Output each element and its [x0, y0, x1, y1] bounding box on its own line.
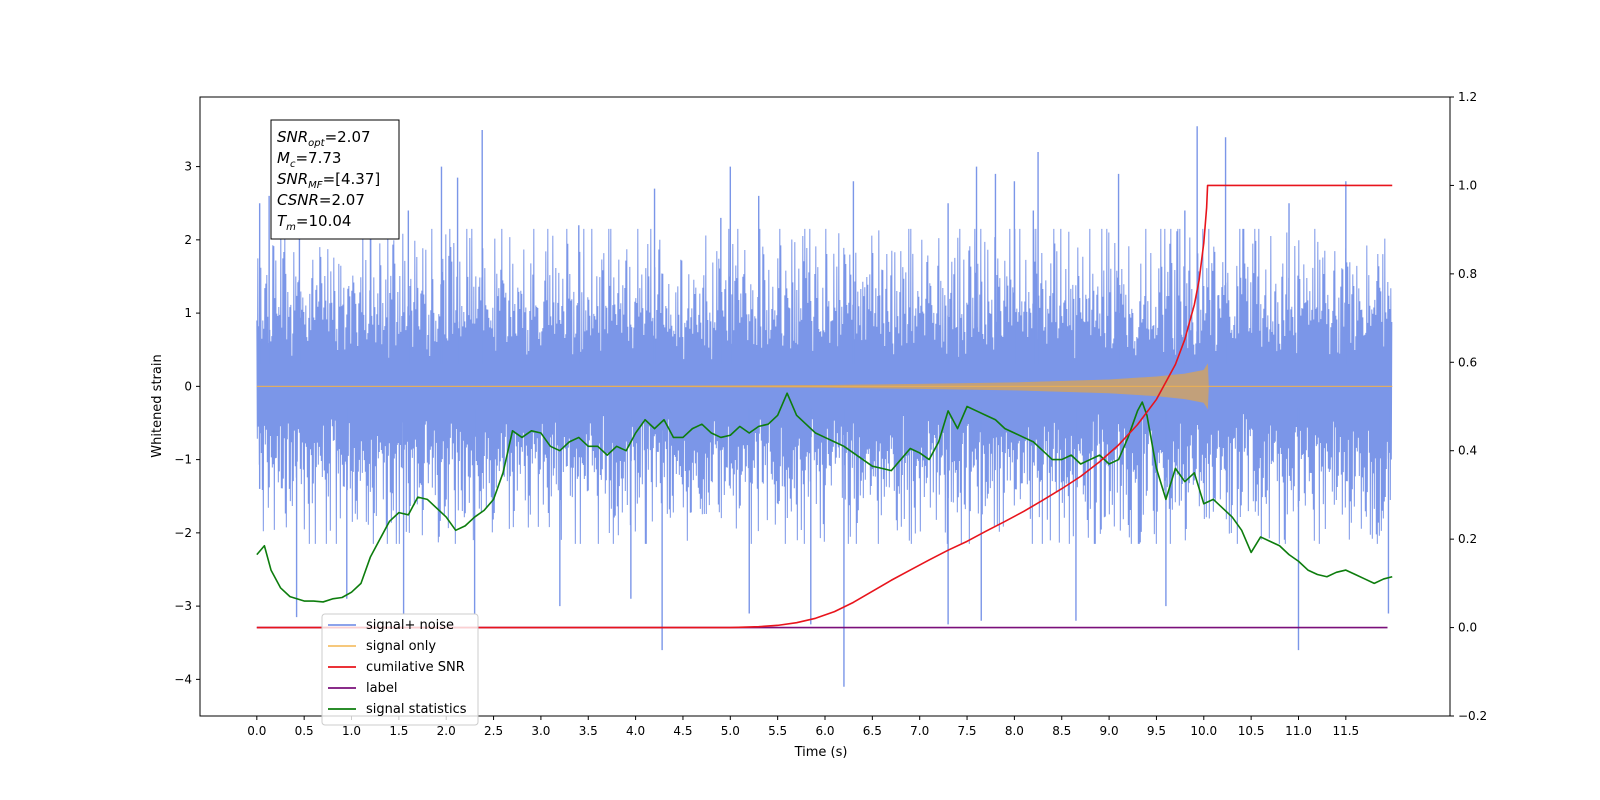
y2-tick-label: −0.2 — [1458, 709, 1487, 723]
x-tick-label: 7.0 — [910, 724, 929, 738]
y-tick-label: −4 — [174, 672, 192, 686]
x-tick-label: 1.5 — [389, 724, 408, 738]
y-tick-label: 0 — [184, 379, 192, 393]
y2-tick-label: 1.0 — [1458, 178, 1477, 192]
left-y-axis: −4 −3 −2 −1 0 1 2 3 — [174, 160, 200, 686]
x-tick-label: 5.0 — [721, 724, 740, 738]
series-line-signal-statistics — [256, 392, 1393, 603]
series-spikes-signal-noise — [258, 126, 1390, 687]
annotation-line: SNRopt=2.07 — [277, 128, 371, 149]
y-tick-label: −1 — [174, 453, 192, 467]
x-tick-label: 3.0 — [531, 724, 550, 738]
annotation-line: Tm=10.04 — [277, 212, 351, 233]
y-tick-label: −3 — [174, 599, 192, 613]
series-line-cumulative-snr — [256, 184, 1393, 629]
x-tick-label: 4.0 — [626, 724, 645, 738]
x-tick-label: 8.5 — [1052, 724, 1071, 738]
x-tick-label: 7.5 — [957, 724, 976, 738]
legend-label: signal+ noise — [366, 618, 454, 633]
legend-item: cumilative SNR — [328, 660, 465, 675]
annotation-line: Mc=7.73 — [277, 149, 341, 170]
x-tick-label: 4.5 — [673, 724, 692, 738]
legend: signal+ noise signal only cumilative SNR la… — [321, 613, 479, 726]
x-tick-label: 6.5 — [863, 724, 882, 738]
legend-item: label — [328, 681, 397, 696]
x-axis-label: Time (s) — [794, 745, 848, 760]
legend-label: signal only — [366, 639, 436, 654]
y-tick-label: −2 — [174, 526, 192, 540]
right-y-axis: −0.2 0.0 0.2 0.4 0.6 0.8 1.0 1.2 — [1450, 90, 1487, 723]
legend-item: signal only — [328, 639, 436, 654]
y2-tick-label: 0.4 — [1458, 444, 1477, 458]
x-tick-label: 1.0 — [342, 724, 361, 738]
x-axis: 0.0 0.5 1.0 1.5 2.0 2.5 3.0 3.5 4.0 4.5 5.0 5.5 6.0 6… — [247, 716, 1359, 738]
x-tick-label: 10.5 — [1238, 724, 1265, 738]
legend-label: label — [366, 681, 397, 696]
annotation-line: CSNR=2.07 — [277, 191, 365, 209]
y2-tick-label: 0.0 — [1458, 621, 1477, 635]
x-tick-label: 0.0 — [247, 724, 266, 738]
y-axis-label: Whitened strain — [150, 354, 165, 457]
x-tick-label: 11.0 — [1285, 724, 1312, 738]
legend-label: signal statistics — [366, 702, 467, 717]
x-tick-label: 5.5 — [768, 724, 787, 738]
legend-frame — [321, 613, 479, 726]
plot-area — [256, 126, 1393, 687]
y-tick-label: 2 — [184, 233, 192, 247]
series-line-signal-noise — [256, 228, 1393, 544]
x-tick-label: 0.5 — [295, 724, 314, 738]
y-tick-label: 1 — [184, 306, 192, 320]
x-tick-label: 9.5 — [1147, 724, 1166, 738]
x-tick-label: 3.5 — [579, 724, 598, 738]
x-tick-label: 10.0 — [1190, 724, 1217, 738]
x-tick-label: 2.0 — [437, 724, 456, 738]
x-tick-label: 6.0 — [815, 724, 834, 738]
y2-tick-label: 1.2 — [1458, 90, 1477, 104]
y-tick-label: 3 — [184, 160, 192, 174]
x-tick-label: 8.0 — [1005, 724, 1024, 738]
legend-label: cumilative SNR — [366, 660, 465, 675]
x-tick-label: 2.5 — [484, 724, 503, 738]
legend-item: signal+ noise — [328, 618, 454, 633]
legend-item: signal statistics — [328, 702, 467, 717]
annotation-line: SNRMF=[4.37] — [277, 170, 380, 191]
x-tick-label: 11.5 — [1332, 724, 1359, 738]
x-tick-label: 9.0 — [1100, 724, 1119, 738]
y2-tick-label: 0.8 — [1458, 267, 1477, 281]
y2-tick-label: 0.2 — [1458, 532, 1477, 546]
annotation-frame — [270, 119, 400, 240]
y2-tick-label: 0.6 — [1458, 355, 1477, 369]
